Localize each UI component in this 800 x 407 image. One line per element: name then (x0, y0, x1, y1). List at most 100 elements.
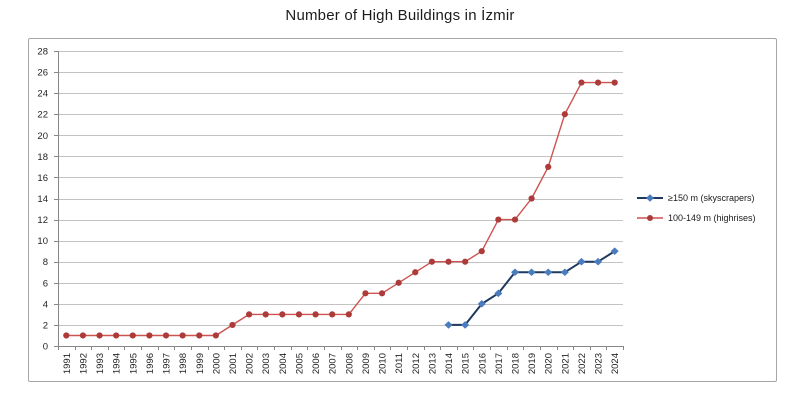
data-point-highrises (279, 311, 286, 318)
data-point-skyscrapers (577, 257, 586, 266)
svg-text:2018: 2018 (510, 353, 521, 374)
data-point-skyscrapers (560, 268, 569, 277)
data-point-highrises (345, 311, 352, 318)
series-highrises (63, 79, 618, 339)
svg-text:26: 26 (37, 68, 48, 79)
svg-text:1996: 1996 (145, 353, 156, 374)
data-point-highrises (362, 290, 369, 297)
axes (54, 51, 624, 350)
data-point-highrises (212, 332, 219, 339)
svg-text:20: 20 (37, 131, 48, 142)
data-point-highrises (146, 332, 153, 339)
series-skyscrapers (444, 247, 619, 329)
data-point-highrises (96, 332, 103, 339)
data-point-highrises (478, 248, 485, 255)
svg-text:6: 6 (43, 278, 48, 289)
svg-text:2: 2 (43, 320, 48, 331)
svg-text:2013: 2013 (427, 353, 438, 374)
data-point-highrises (196, 332, 203, 339)
svg-text:18: 18 (37, 152, 48, 163)
y-gridlines (58, 51, 623, 326)
svg-text:2024: 2024 (610, 353, 621, 374)
data-point-skyscrapers (494, 289, 503, 298)
data-point-skyscrapers (594, 257, 603, 266)
data-point-highrises (428, 258, 435, 265)
svg-text:10: 10 (37, 236, 48, 247)
legend-entry-skyscrapers: ≥150 m (skyscrapers) (637, 188, 756, 208)
svg-text:2004: 2004 (278, 353, 289, 374)
svg-text:22: 22 (37, 110, 48, 121)
data-point-highrises (412, 269, 419, 276)
data-point-highrises (495, 216, 502, 223)
data-point-skyscrapers (444, 321, 453, 329)
data-point-highrises (545, 163, 552, 170)
legend-label-skyscrapers: ≥150 m (skyscrapers) (668, 193, 755, 203)
data-point-highrises (113, 332, 120, 339)
svg-text:0: 0 (43, 342, 48, 353)
data-point-skyscrapers (527, 268, 536, 277)
svg-text:2009: 2009 (361, 353, 372, 374)
data-point-skyscrapers (610, 247, 619, 255)
data-point-highrises (329, 311, 336, 318)
data-point-highrises (561, 111, 568, 118)
chart-title: Number of High Buildings in İzmir (285, 7, 515, 24)
svg-text:2020: 2020 (544, 353, 555, 374)
svg-text:2023: 2023 (594, 353, 605, 374)
svg-text:2010: 2010 (378, 353, 389, 374)
svg-text:2015: 2015 (461, 353, 472, 374)
chart-legend: ≥150 m (skyscrapers) 100-149 m (highrise… (637, 188, 756, 228)
svg-text:2006: 2006 (311, 353, 322, 374)
data-point-highrises (378, 290, 386, 297)
data-point-highrises (511, 216, 519, 223)
svg-text:1991: 1991 (62, 353, 73, 374)
svg-text:2003: 2003 (261, 353, 272, 374)
data-point-highrises (395, 279, 402, 286)
data-point-highrises (295, 311, 303, 318)
data-point-skyscrapers (544, 268, 553, 277)
legend-entry-highrises: 100-149 m (highrises) (637, 208, 756, 228)
data-point-highrises (462, 258, 469, 265)
svg-text:4: 4 (43, 299, 48, 310)
svg-text:2014: 2014 (444, 353, 455, 374)
svg-text:16: 16 (37, 173, 48, 184)
data-point-highrises (129, 332, 136, 339)
svg-text:2016: 2016 (477, 353, 488, 374)
svg-text:2017: 2017 (494, 353, 505, 374)
svg-text:2005: 2005 (294, 353, 305, 374)
svg-text:2000: 2000 (211, 353, 222, 374)
svg-text:1993: 1993 (95, 353, 106, 374)
x-axis-labels: 1991 1992 1993 1994 1995 1996 1997 1998 1999 2000… (62, 353, 621, 374)
svg-text:24: 24 (37, 89, 48, 100)
legend-swatch-skyscrapers-icon (637, 194, 663, 202)
series-highrises-line (66, 81, 615, 337)
svg-text:1998: 1998 (178, 353, 189, 374)
legend-label-highrises: 100-149 m (highrises) (668, 213, 756, 223)
data-point-highrises (594, 79, 602, 86)
svg-text:2021: 2021 (560, 353, 571, 374)
data-point-highrises (611, 79, 618, 86)
data-point-highrises (578, 79, 585, 86)
data-point-highrises (179, 332, 186, 339)
svg-text:2022: 2022 (577, 353, 588, 374)
svg-text:2001: 2001 (228, 353, 239, 374)
svg-text:2012: 2012 (411, 353, 422, 374)
svg-text:28: 28 (37, 47, 48, 58)
svg-text:12: 12 (37, 215, 48, 226)
svg-text:2002: 2002 (245, 353, 256, 374)
data-point-skyscrapers (510, 268, 519, 277)
data-point-highrises (246, 311, 253, 318)
data-point-skyscrapers (461, 321, 470, 329)
data-point-skyscrapers (477, 300, 486, 308)
data-point-highrises (445, 258, 452, 265)
data-point-highrises (229, 321, 236, 329)
svg-text:2007: 2007 (328, 353, 339, 374)
svg-text:1994: 1994 (112, 353, 123, 374)
data-point-highrises (79, 332, 87, 339)
svg-text:1995: 1995 (128, 353, 139, 374)
svg-text:8: 8 (43, 257, 48, 268)
data-point-highrises (528, 195, 535, 202)
data-point-highrises (262, 311, 269, 318)
